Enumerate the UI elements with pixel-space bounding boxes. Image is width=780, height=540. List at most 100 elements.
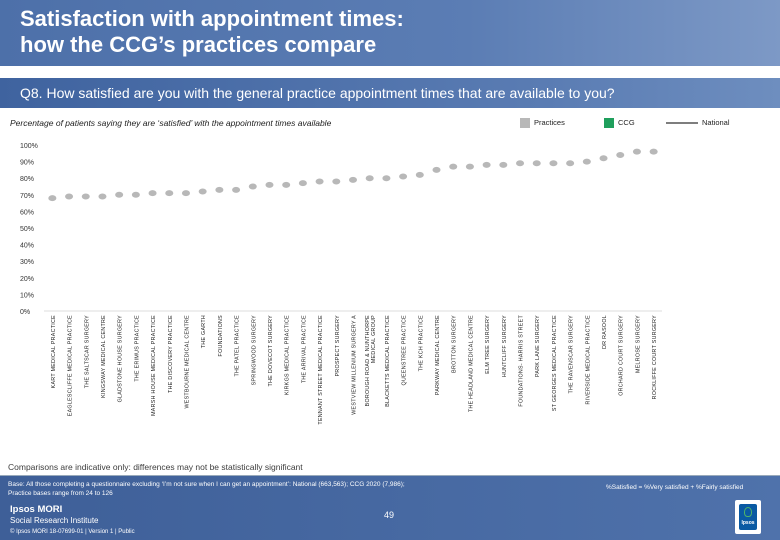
practice-bar — [95, 196, 109, 311]
practice-bar — [229, 190, 243, 311]
category-label: PARKWAY MEDICAL CENTRE — [435, 315, 441, 395]
practice-marker — [382, 175, 391, 182]
category-label: THE SALTSCAR SURGERY — [84, 315, 90, 388]
practice-bar — [363, 178, 377, 311]
practice-marker — [165, 190, 174, 197]
practice-bar — [413, 175, 427, 311]
title-line-2: how the CCG’s practices compare — [20, 32, 377, 57]
practice-marker — [482, 161, 491, 168]
practice-marker — [48, 195, 57, 202]
practice-bar — [496, 165, 510, 311]
category-label: ST GEORGES MEDICAL PRACTICE — [552, 315, 558, 411]
practice-bar — [45, 198, 59, 311]
practice-bar — [563, 163, 577, 311]
base-line-2: Practice bases range from 24 to 126 — [8, 490, 113, 497]
category-label: THE KCH PRACTICE — [418, 315, 424, 371]
practice-marker — [332, 178, 341, 185]
y-tick-label: 20% — [20, 276, 34, 283]
practice-bar — [546, 163, 560, 311]
practice-marker — [582, 158, 591, 165]
practice-bar — [262, 185, 276, 311]
practice-marker — [566, 160, 575, 167]
logo-text: Ipsos — [741, 520, 755, 526]
practice-marker — [365, 175, 374, 182]
practice-bar — [296, 183, 310, 311]
logo-mark-icon — [744, 507, 752, 517]
divider — [0, 475, 780, 476]
practice-marker — [115, 191, 124, 198]
chart: 0% 10% 20% 30% 40% 50% 60% 70% 80% 90% 100% KART ME… — [20, 143, 662, 425]
category-label: MARSH HOUSE MEDICAL PRACTICE — [151, 315, 157, 416]
y-tick-label: 40% — [20, 243, 34, 250]
category-label: THE ERIMUS PRACTICE — [134, 315, 140, 382]
practice-bar — [630, 152, 644, 311]
practice-marker — [632, 148, 641, 155]
question-bar — [0, 78, 780, 108]
practice-bar — [346, 180, 360, 311]
practice-bar — [146, 193, 160, 311]
y-tick-label: 70% — [20, 193, 34, 200]
y-tick-label: 10% — [20, 292, 34, 299]
category-label: ORCHARD COURT SURGERY — [619, 315, 625, 396]
logo-inner: Ipsos — [739, 504, 757, 530]
practice-bar — [379, 178, 393, 311]
legend-ccg-label: CCG — [618, 118, 635, 127]
practice-marker — [98, 193, 107, 200]
category-label: GLADSTONE HOUSE SURGERY — [118, 315, 124, 403]
legend-ccg-swatch — [604, 118, 614, 128]
practice-bar — [179, 193, 193, 311]
practice-marker — [81, 193, 90, 200]
category-label: KIRKGS MEDICAL PRACTICE — [285, 315, 291, 395]
practice-bar — [597, 158, 611, 311]
practice-marker — [649, 148, 658, 155]
category-label: ROCKLIFFE COURT SURGERY — [652, 315, 658, 399]
practice-bar — [162, 193, 176, 311]
category-label: HUNTCLIFF SURGERY — [502, 315, 508, 377]
practice-bar — [396, 177, 410, 311]
y-tick-label: 50% — [20, 226, 34, 233]
category-label: FOUNDATIONS- HARRIS STREET — [519, 315, 525, 407]
practice-marker — [265, 181, 274, 188]
practice-marker — [282, 181, 291, 188]
base-line-1: Base: All those completing a questionnai… — [8, 481, 405, 488]
question-text: Q8. How satisfied are you with the gener… — [20, 85, 615, 101]
category-label: DR RASOOL — [602, 315, 608, 349]
y-tick-label: 30% — [20, 259, 34, 266]
category-label: THE RAVENSCAR SURGERY — [569, 315, 575, 394]
category-label: FOUNDATIONS — [218, 315, 224, 357]
comparisons-note: Comparisons are indicative only: differe… — [8, 462, 303, 472]
practice-marker — [399, 173, 408, 180]
brand-block: Ipsos MORI Social Research Institute — [10, 504, 99, 526]
page-number: 49 — [384, 510, 395, 520]
practice-marker — [181, 190, 190, 197]
practice-bar — [530, 163, 544, 311]
y-tick-label: 0% — [20, 309, 30, 316]
practice-marker — [215, 186, 224, 193]
category-label: PARK LANE SURGERY — [535, 315, 541, 377]
header-bar — [0, 0, 780, 66]
practice-bar — [62, 196, 76, 311]
base-note: Base: All those completing a questionnai… — [8, 480, 528, 498]
practice-bar — [196, 191, 210, 311]
practice-marker — [349, 176, 357, 183]
y-tick-label: 80% — [20, 176, 34, 183]
practice-marker — [432, 166, 441, 173]
legend-national-line — [666, 122, 698, 124]
brand-subname: Social Research Institute — [10, 516, 99, 525]
practice-marker — [532, 160, 541, 167]
practice-bar — [613, 155, 627, 311]
category-label: THE DOVECOT SURGERY — [268, 315, 274, 387]
legend-practices: Practices — [520, 116, 565, 130]
category-label: KINGSWAY MEDICAL CENTRE — [101, 315, 107, 398]
practice-bar — [246, 187, 260, 312]
category-label: MELROSE SURGERY — [635, 315, 641, 373]
practice-bar — [212, 190, 226, 311]
practice-marker — [298, 180, 307, 187]
title-line-1: Satisfaction with appointment times: — [20, 6, 404, 31]
category-label: THE PATEL PRACTICE — [235, 315, 241, 377]
category-label: THE ARRIVAL PRACTICE — [301, 315, 307, 383]
practice-bar — [279, 185, 293, 311]
legend-national-label: National — [702, 118, 730, 127]
category-label: BLACKETTS MEDICAL PRACTICE — [385, 315, 391, 407]
legend-ccg: CCG — [604, 116, 635, 130]
